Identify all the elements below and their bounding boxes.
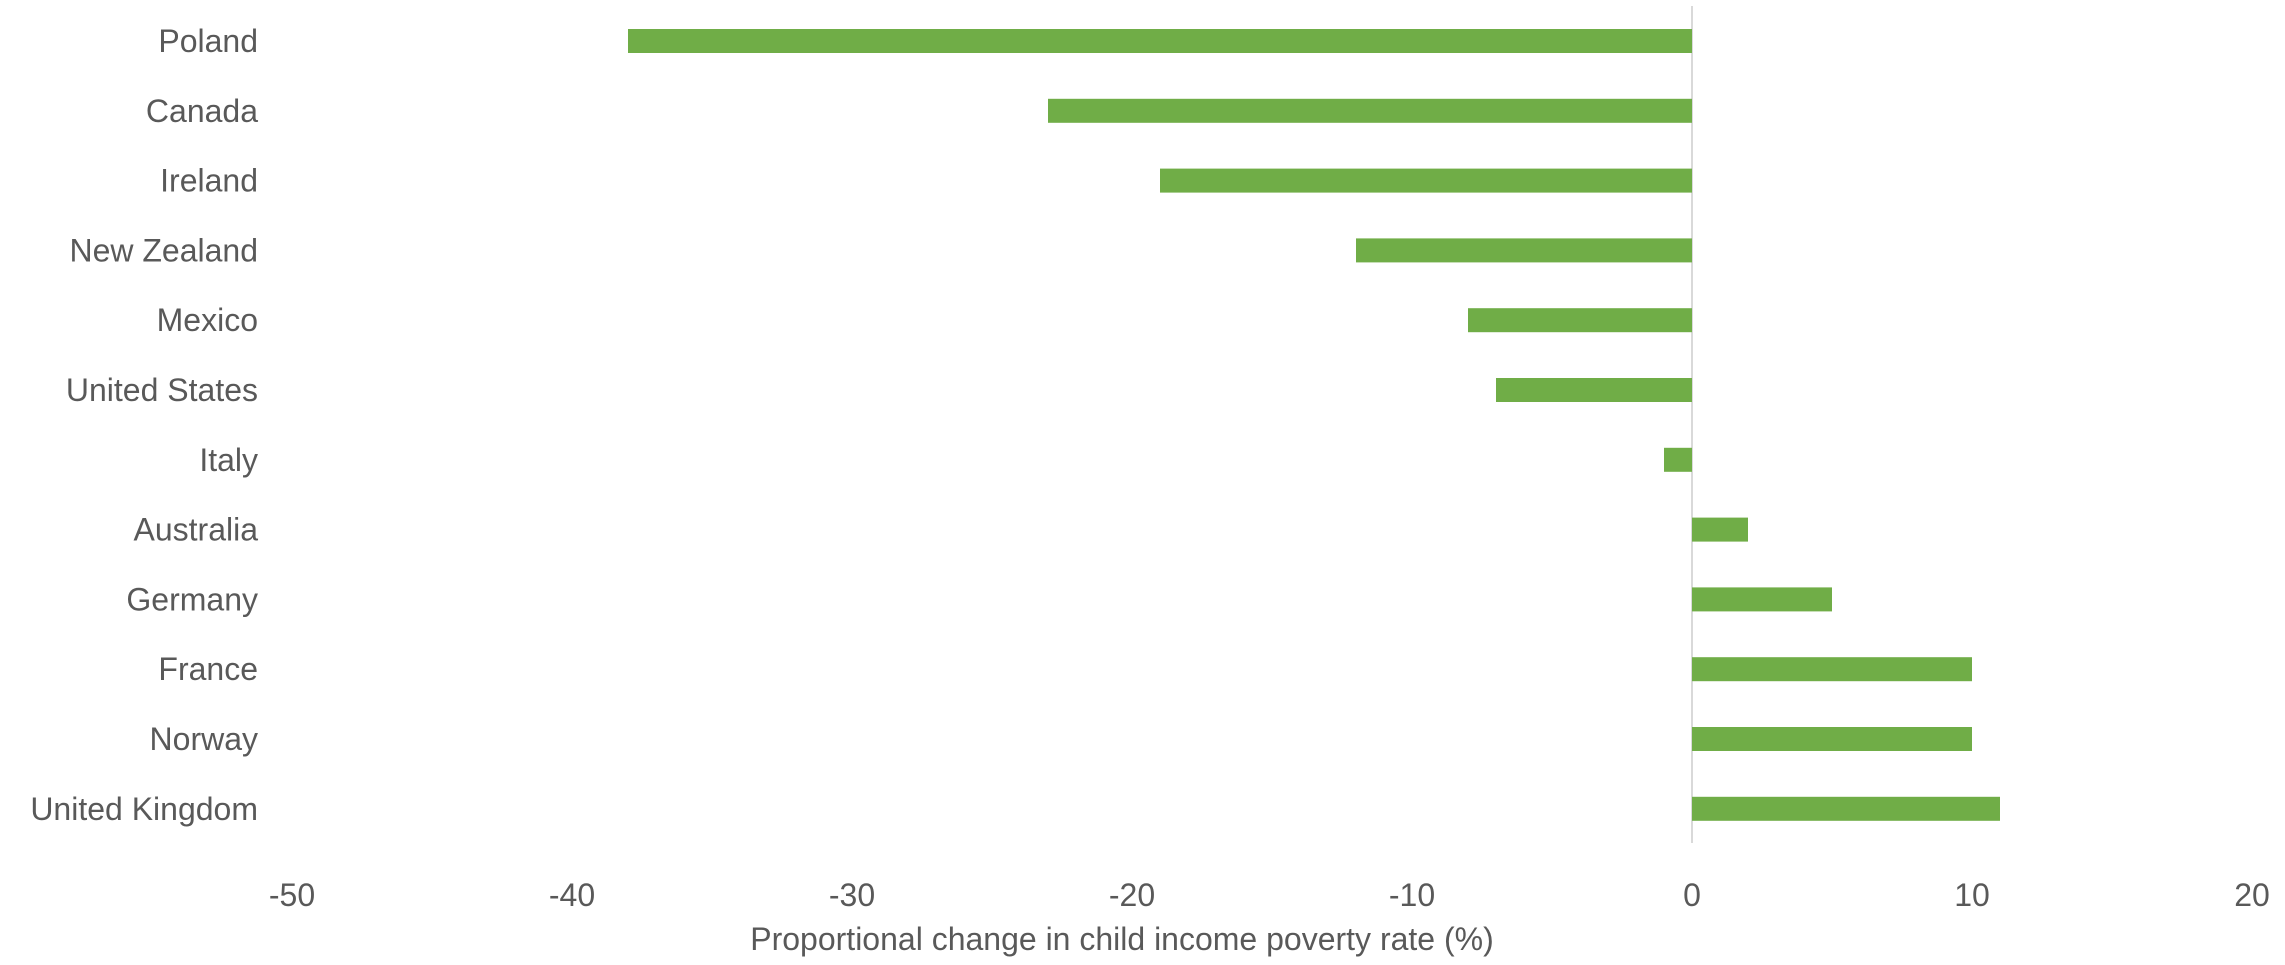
x-tick-label: 10 [1954,877,1990,913]
category-label-mexico: Mexico [157,302,258,338]
x-tick-labels: -50 -40 -30 -20 -10 0 10 20 [269,877,2270,913]
x-tick-label: -40 [549,877,595,913]
bar-australia [1692,517,1748,542]
bar-norway [1692,727,1972,751]
category-label-australia: Australia [134,512,259,548]
bar-canada [1048,98,1692,123]
x-tick-label: 0 [1683,877,1701,913]
x-tick-label: -10 [1389,877,1435,913]
category-label-ireland: Ireland [160,163,258,199]
bar-poland [628,29,1692,53]
category-label-germany: Germany [126,581,258,617]
bar-mexico [1468,308,1692,333]
category-label-italy: Italy [199,442,258,478]
bar-united-states [1496,378,1692,402]
category-labels: Poland Canada Ireland New Zealand Mexico Unit… [30,23,258,827]
category-label-poland: Poland [158,23,258,59]
bar-united-kingdom [1692,796,2000,821]
x-tick-label: -50 [269,877,315,913]
bar-italy [1664,447,1692,472]
category-label-canada: Canada [146,93,258,129]
category-label-united-kingdom: United Kingdom [30,791,258,827]
x-tick-label: -20 [1109,877,1155,913]
category-label-france: France [158,651,258,687]
category-label-united-states: United States [66,372,258,408]
category-label-new-zealand: New Zealand [69,232,258,268]
bar-france [1692,657,1972,682]
x-tick-label: 20 [2234,877,2270,913]
category-label-norway: Norway [150,721,258,757]
bar-ireland [1160,168,1692,193]
x-axis-title: Proportional change in child income pove… [750,921,1493,957]
x-tick-label: -30 [829,877,875,913]
bars-layer [628,29,2000,821]
bar-germany [1692,587,1832,612]
bar-new-zealand [1356,238,1692,263]
